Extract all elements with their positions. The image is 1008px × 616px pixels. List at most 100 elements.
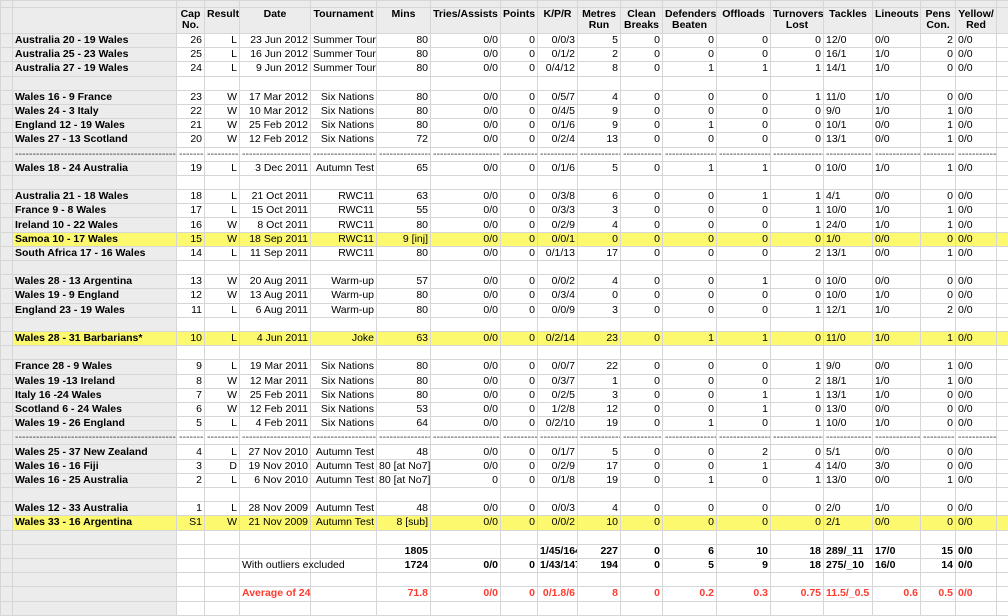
- empty-cell[interactable]: [997, 218, 1008, 232]
- cap-no-cell[interactable]: 18: [177, 190, 205, 204]
- points-cell[interactable]: 0: [501, 388, 538, 402]
- defenders-beaten-cell[interactable]: 0: [663, 218, 717, 232]
- match-cell[interactable]: Australia 25 - 23 Wales: [13, 48, 177, 62]
- tackles-cell[interactable]: 16/1: [824, 48, 873, 62]
- mins-cell[interactable]: 48: [377, 502, 431, 516]
- tackles-cell[interactable]: 11/0: [824, 331, 873, 345]
- cap-no-cell[interactable]: [177, 261, 205, 275]
- kpr-cell[interactable]: 0/0/3: [538, 34, 578, 48]
- defenders-beaten-cell[interactable]: 0: [663, 34, 717, 48]
- result-cell[interactable]: L: [205, 360, 240, 374]
- date-cell[interactable]: 4 Feb 2011: [240, 417, 311, 431]
- yellow-red-cell[interactable]: [956, 261, 997, 275]
- offloads-cell[interactable]: 0: [717, 90, 771, 104]
- offloads-cell[interactable]: 0: [717, 133, 771, 147]
- yellow-red-cell[interactable]: 0/0: [956, 303, 997, 317]
- points-cell[interactable]: 0: [501, 62, 538, 76]
- pens-con-cell[interactable]: 1: [921, 360, 956, 374]
- yellow-red-cell[interactable]: 0/0: [956, 388, 997, 402]
- empty-cell[interactable]: [997, 303, 1008, 317]
- tries-assists-cell[interactable]: 0/0: [431, 445, 501, 459]
- cap-no-cell[interactable]: 26: [177, 34, 205, 48]
- lineouts-cell[interactable]: [873, 76, 921, 90]
- tackles-cell[interactable]: 11.5/_0.5: [824, 587, 873, 601]
- pens-con-cell[interactable]: 2: [921, 303, 956, 317]
- tries-assists-cell[interactable]: 0/0: [431, 303, 501, 317]
- row-gutter[interactable]: [1, 218, 13, 232]
- tackles-cell[interactable]: ----------------------------------------…: [824, 431, 873, 445]
- turnovers-lost-cell[interactable]: 0: [771, 104, 824, 118]
- offloads-cell[interactable]: [717, 76, 771, 90]
- cap-no-cell[interactable]: 6: [177, 402, 205, 416]
- date-cell[interactable]: [240, 488, 311, 502]
- match-cell[interactable]: Wales 27 - 13 Scotland: [13, 133, 177, 147]
- metres-run-cell[interactable]: [578, 573, 621, 587]
- turnovers-lost-cell[interactable]: 1: [771, 90, 824, 104]
- tournament-cell[interactable]: Six Nations: [311, 402, 377, 416]
- lineouts-cell[interactable]: 1/0: [873, 388, 921, 402]
- offloads-cell[interactable]: 9: [717, 558, 771, 572]
- clean-breaks-cell[interactable]: 0: [621, 289, 663, 303]
- clean-breaks-cell[interactable]: 0: [621, 161, 663, 175]
- header-date[interactable]: Date: [240, 8, 311, 34]
- clean-breaks-cell[interactable]: 0: [621, 331, 663, 345]
- empty-cell[interactable]: [997, 275, 1008, 289]
- metres-run-cell[interactable]: 17: [578, 459, 621, 473]
- tournament-cell[interactable]: Six Nations: [311, 104, 377, 118]
- mins-cell[interactable]: 80 [at No7]: [377, 459, 431, 473]
- metres-run-cell[interactable]: 4: [578, 218, 621, 232]
- match-cell[interactable]: Wales 28 - 31 Barbarians*: [13, 331, 177, 345]
- empty-cell[interactable]: [997, 459, 1008, 473]
- row-gutter[interactable]: [1, 232, 13, 246]
- pens-con-cell[interactable]: 0: [921, 90, 956, 104]
- pens-con-cell[interactable]: [921, 175, 956, 189]
- yellow-red-cell[interactable]: 0/0: [956, 133, 997, 147]
- column-letter-cell[interactable]: [431, 1, 501, 8]
- row-gutter[interactable]: [1, 544, 13, 558]
- empty-cell[interactable]: [997, 289, 1008, 303]
- mins-cell[interactable]: [377, 601, 431, 615]
- lineouts-cell[interactable]: 1/0: [873, 104, 921, 118]
- empty-cell[interactable]: [997, 388, 1008, 402]
- pens-con-cell[interactable]: 0: [921, 502, 956, 516]
- match-cell[interactable]: Wales 28 - 13 Argentina: [13, 275, 177, 289]
- turnovers-lost-cell[interactable]: 0: [771, 289, 824, 303]
- offloads-cell[interactable]: 0.3: [717, 587, 771, 601]
- cap-no-cell[interactable]: [177, 317, 205, 331]
- metres-run-cell[interactable]: [578, 317, 621, 331]
- tries-assists-cell[interactable]: 0/0: [431, 119, 501, 133]
- tackles-cell[interactable]: 289/_11: [824, 544, 873, 558]
- result-cell[interactable]: [205, 488, 240, 502]
- match-cell[interactable]: Australia 20 - 19 Wales: [13, 34, 177, 48]
- column-letter-cell[interactable]: [771, 1, 824, 8]
- turnovers-lost-cell[interactable]: [771, 175, 824, 189]
- match-cell[interactable]: Wales 33 - 16 Argentina: [13, 516, 177, 530]
- metres-run-cell[interactable]: [578, 530, 621, 544]
- tackles-cell[interactable]: [824, 488, 873, 502]
- pens-con-cell[interactable]: [921, 346, 956, 360]
- result-cell[interactable]: [205, 76, 240, 90]
- pens-con-cell[interactable]: ----------------------------------------…: [921, 431, 956, 445]
- match-cell[interactable]: Australia 21 - 18 Wales: [13, 190, 177, 204]
- points-cell[interactable]: 0: [501, 587, 538, 601]
- date-cell[interactable]: 21 Nov 2009: [240, 516, 311, 530]
- lineouts-cell[interactable]: [873, 175, 921, 189]
- lineouts-cell[interactable]: 1/0: [873, 374, 921, 388]
- match-cell[interactable]: Wales 24 - 3 Italy: [13, 104, 177, 118]
- tackles-cell[interactable]: 13/0: [824, 402, 873, 416]
- tournament-cell[interactable]: Six Nations: [311, 417, 377, 431]
- defenders-beaten-cell[interactable]: 0: [663, 459, 717, 473]
- tournament-cell[interactable]: Six Nations: [311, 388, 377, 402]
- turnovers-lost-cell[interactable]: [771, 530, 824, 544]
- defenders-beaten-cell[interactable]: 1: [663, 417, 717, 431]
- clean-breaks-cell[interactable]: [621, 76, 663, 90]
- lineouts-cell[interactable]: 16/0: [873, 558, 921, 572]
- kpr-cell[interactable]: 0/4/12: [538, 62, 578, 76]
- pens-con-cell[interactable]: [921, 488, 956, 502]
- result-cell[interactable]: W: [205, 388, 240, 402]
- result-cell[interactable]: W: [205, 218, 240, 232]
- date-cell[interactable]: [240, 573, 311, 587]
- points-cell[interactable]: 0: [501, 218, 538, 232]
- lineouts-cell[interactable]: 0/0: [873, 119, 921, 133]
- row-gutter[interactable]: [1, 558, 13, 572]
